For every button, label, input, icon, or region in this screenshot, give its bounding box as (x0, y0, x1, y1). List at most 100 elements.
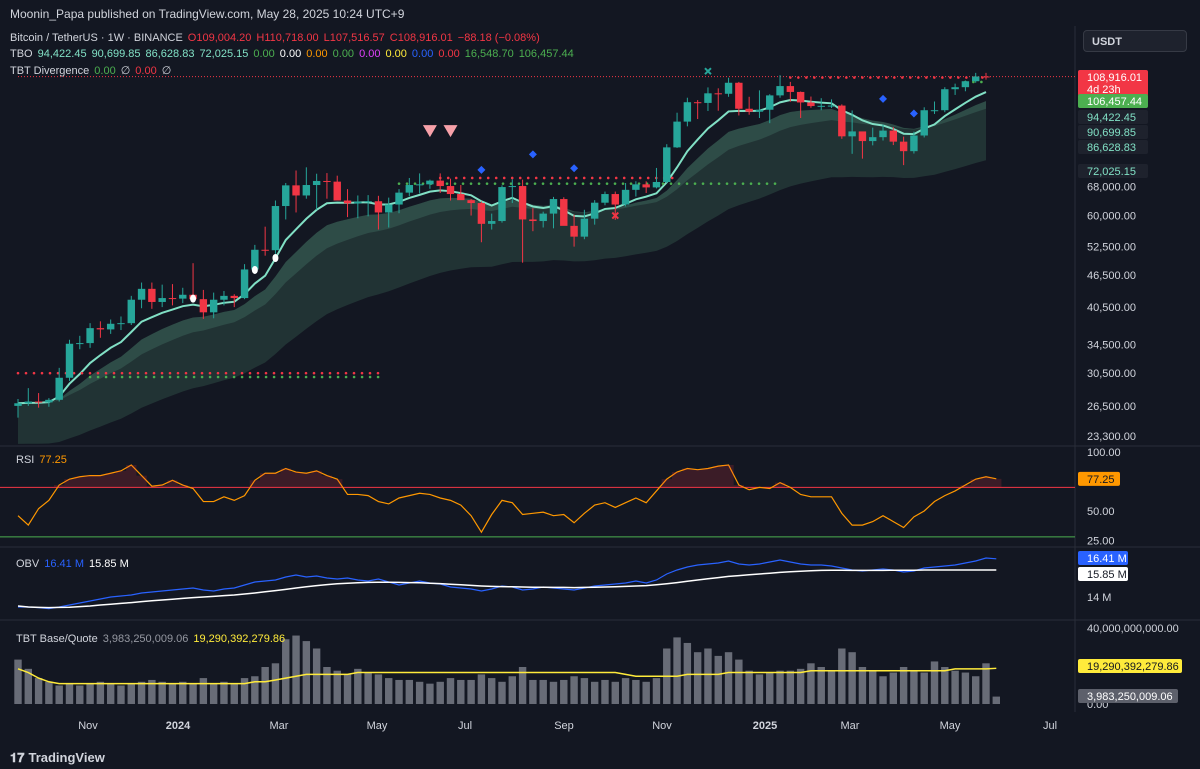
legend-tbo: TBO 94,422.45 90,699.85 86,628.83 72,025.15 0… (10, 48, 579, 60)
support-dot (637, 182, 641, 185)
support-dot (176, 375, 180, 379)
candle-body (34, 401, 43, 403)
volume-bar (323, 667, 331, 704)
support-dot (344, 375, 348, 379)
rsi-value: 77.25 (1087, 474, 1115, 486)
candle-body (838, 105, 846, 137)
resistance-dot (352, 371, 356, 375)
resistance-dot (192, 371, 196, 375)
resistance-dot (336, 371, 340, 375)
time-tick: May (940, 720, 961, 732)
volume-bar (766, 672, 774, 704)
resistance-dot (614, 176, 618, 180)
volume-bar (570, 676, 578, 704)
legend-tbt-item-2: ∅ (120, 65, 131, 77)
candle-body (590, 202, 599, 219)
volume-bar (395, 679, 403, 704)
volume-bar (457, 679, 465, 704)
candle-body (137, 288, 146, 300)
support-dot (693, 182, 697, 185)
resistance-dot (486, 176, 490, 180)
candle-body (312, 180, 321, 186)
legend-tbo-item-8: 0.00 (332, 48, 355, 60)
support-dot (405, 182, 409, 185)
resistance-dot (312, 371, 316, 375)
volume-bar (230, 683, 238, 704)
candle-body (961, 81, 970, 88)
resistance-dot (582, 176, 586, 180)
support-dot (533, 182, 537, 185)
volume-bar (951, 670, 959, 704)
volume-bar (899, 667, 908, 704)
volume-bar (704, 648, 712, 704)
signal-markers (190, 67, 918, 303)
support-dot (661, 182, 665, 185)
price-axis[interactable]: 68,000.00 60,000.00 52,500.00 46,500.00 40,5… (1078, 70, 1148, 443)
candle-body (343, 200, 352, 204)
candle-body (724, 82, 733, 94)
tradingview-logo[interactable]: 𝟏𝟕 TradingView (10, 750, 105, 766)
legend-obv-item-2: 15.85 M (88, 558, 129, 570)
candle-body (446, 186, 455, 195)
candle-body (621, 189, 630, 205)
candle-body (848, 131, 856, 137)
volume-bar (652, 678, 661, 704)
price-label: 106,457.44 (1087, 96, 1142, 108)
support-dot (733, 182, 737, 185)
tradingview-logo-icon: 𝟏𝟕 (10, 751, 25, 766)
trading-chart[interactable]: 100.00 50.00 25.00 77.25 16.41 M 15.85 M 14 M… (0, 26, 1200, 745)
support-dot (565, 182, 569, 185)
legend-tbt-item-3: 0.00 (135, 65, 157, 77)
support-dot (549, 182, 553, 185)
support-dot (120, 375, 124, 379)
support-dot (192, 375, 196, 379)
candle-body (76, 343, 84, 345)
legend-main-item-3: L107,516.57 (323, 32, 385, 44)
currency-button[interactable]: USDT (1083, 30, 1187, 52)
volume-bar (549, 681, 558, 704)
red-cross (611, 211, 619, 220)
time-tick: 2025 (753, 720, 777, 732)
resistance-dot (502, 176, 506, 180)
time-tick: 2024 (166, 720, 191, 732)
support-dot (757, 182, 761, 185)
support-dot (589, 182, 593, 185)
resistance-dot (949, 76, 952, 79)
resistance-dot (200, 371, 204, 375)
volume-value: 3,983,250,009.06 (1087, 691, 1173, 703)
legend-main-item-2: H110,718.00 (256, 32, 319, 44)
support-dot (597, 182, 601, 185)
legend-rsi: RSI 77.25 (16, 454, 72, 466)
resistance-dot (24, 371, 28, 375)
volume-bar (385, 678, 393, 704)
legend-tbo-item-5: 0.00 (253, 48, 275, 60)
candle-body (45, 399, 53, 403)
time-axis[interactable]: Nov 2024 Mar May Jul Sep Nov 2025 Mar May Jul (78, 720, 1057, 732)
legend-vol-item-0: TBT Base/Quote (16, 633, 98, 645)
resistance-dot (32, 371, 36, 375)
support-dot (240, 375, 244, 379)
resistance-dot (510, 176, 514, 180)
time-tick: Jul (1043, 720, 1057, 732)
blue-diamond (477, 165, 486, 174)
price-label-bg (1078, 70, 1148, 96)
volume-bar (838, 648, 846, 704)
legend-tbt-divergence: TBT Divergence 0.00 ∅ 0.00 ∅ (10, 64, 176, 77)
rsi-value-bg (1078, 471, 1120, 486)
candle-body (910, 135, 918, 152)
candle-body (642, 184, 650, 188)
resistance-dot (240, 371, 244, 375)
candle-body (436, 180, 444, 187)
candle-body (508, 186, 517, 188)
resistance-dot (176, 371, 180, 375)
candle-body (415, 184, 424, 186)
support-dot (256, 375, 260, 379)
candle-body (879, 130, 887, 138)
candle-body (817, 105, 825, 107)
legend-main: Bitcoin / TetherUS · 1W · BINANCE O109,00… (10, 32, 545, 44)
candle-body (899, 141, 908, 152)
candle-body (735, 82, 743, 109)
white-drop (190, 294, 197, 303)
resistance-dot (360, 371, 364, 375)
legend-tbt-item-1: 0.00 (94, 65, 116, 77)
